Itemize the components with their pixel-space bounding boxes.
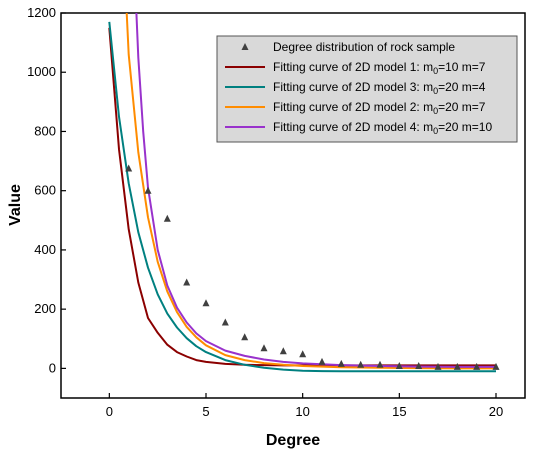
- scatter-point: [144, 186, 152, 194]
- y-tick-label: 200: [34, 301, 56, 316]
- legend-label-subscript: 0: [433, 66, 438, 76]
- x-axis-title: Degree: [266, 432, 320, 449]
- legend-marker-scatter: [241, 43, 249, 50]
- legend-label-main: Fitting curve of 2D model 1: m: [273, 60, 433, 74]
- scatter-point: [299, 350, 307, 358]
- x-tick-label: 0: [106, 404, 113, 419]
- scatter-point: [473, 362, 481, 370]
- scatter-point: [415, 362, 423, 369]
- legend-label-subscript: 0: [433, 126, 438, 136]
- y-tick-label: 1000: [27, 64, 56, 79]
- y-tick-label: 0: [49, 360, 56, 375]
- legend-label-main: Fitting curve of 2D model 4: m: [273, 120, 433, 134]
- x-tick-label: 10: [295, 404, 309, 419]
- scatter-points: [125, 164, 500, 370]
- legend-label-1: Fitting curve of 2D model 1: m0=10 m=7: [273, 60, 486, 76]
- scatter-point: [260, 344, 268, 352]
- y-tick-label: 800: [34, 123, 56, 138]
- legend-label-scatter: Degree distribution of rock sample: [273, 40, 455, 54]
- legend-label-suffix: =10 m=7: [438, 60, 486, 74]
- legend-label-suffix: =20 m=4: [438, 80, 486, 94]
- curves: [108, 13, 496, 373]
- x-tick-label: 20: [489, 404, 503, 419]
- x-axis-ticks: 0 5 10 15 20: [106, 393, 503, 419]
- legend-label-main: Fitting curve of 2D model 2: m: [273, 100, 433, 114]
- legend-label-subscript: 0: [433, 106, 438, 116]
- y-axis-title: Value: [7, 184, 24, 226]
- legend-label-suffix: =20 m=7: [438, 100, 486, 114]
- x-tick-label: 5: [202, 404, 209, 419]
- legend: Degree distribution of rock sample Fittin…: [216, 35, 518, 143]
- scatter-point: [279, 347, 287, 355]
- scatter-point: [337, 359, 345, 367]
- scatter-point: [125, 164, 133, 172]
- series-line-2: [108, 21, 496, 373]
- scatter-point: [241, 333, 249, 341]
- y-axis-ticks: 0 200 400 600 800 1000 1200: [27, 5, 66, 375]
- legend-label-main: Fitting curve of 2D model 3: m: [273, 80, 433, 94]
- y-tick-label: 400: [34, 242, 56, 257]
- scatter-point: [434, 362, 442, 370]
- scatter-point: [357, 360, 365, 368]
- series-line-3: [125, 13, 496, 370]
- scatter-point: [395, 362, 403, 369]
- legend-box: [216, 35, 518, 143]
- x-tick-label: 15: [392, 404, 406, 419]
- scatter-point: [318, 357, 326, 365]
- legend-label-4: Fitting curve of 2D model 4: m0=20 m=10: [273, 120, 492, 136]
- legend-label-2: Fitting curve of 2D model 3: m0=20 m=4: [273, 80, 486, 96]
- series-line-4: [135, 13, 496, 368]
- legend-label-suffix: =20 m=10: [438, 120, 492, 134]
- scatter-point: [221, 318, 229, 326]
- y-tick-label: 600: [34, 183, 56, 198]
- scatter-point: [202, 299, 210, 307]
- scatter-point: [183, 278, 191, 286]
- legend-label-3: Fitting curve of 2D model 2: m0=20 m=7: [273, 100, 486, 116]
- scatter-point: [376, 360, 384, 368]
- scatter-point: [492, 362, 500, 370]
- scatter-point: [163, 214, 171, 222]
- legend-label-subscript: 0: [433, 86, 438, 96]
- y-tick-label: 1200: [27, 5, 56, 20]
- scatter-point: [453, 362, 461, 370]
